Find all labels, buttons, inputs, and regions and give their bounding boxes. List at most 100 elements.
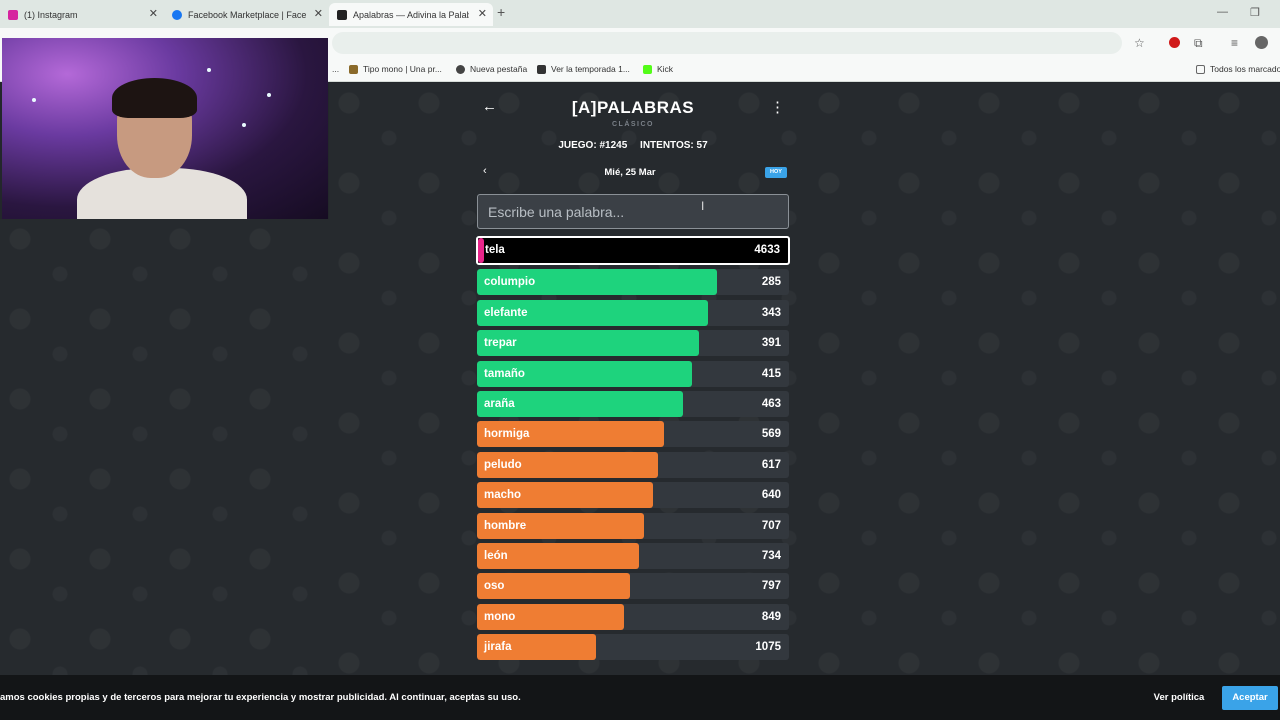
guess-list: tela 4633 columpio 285 elefante 343 trepar 391 t… <box>476 236 790 664</box>
minimize-icon[interactable]: — <box>1217 6 1228 18</box>
text-cursor-icon: I <box>701 199 705 213</box>
game-page <box>329 83 1280 675</box>
kick-icon <box>643 64 652 74</box>
word-input[interactable] <box>477 194 789 229</box>
back-arrow-icon[interactable]: ← <box>482 98 497 115</box>
game-mode: CLÁSICO <box>612 121 654 128</box>
attempts-count: INTENTOS: 57 <box>640 140 708 151</box>
guess-row: macho 640 <box>477 482 789 509</box>
game-date: Mié, 25 Mar <box>604 167 656 178</box>
all-bookmarks[interactable]: Todos los marcadores <box>1196 64 1280 74</box>
webcam-overlay <box>2 38 328 219</box>
more-menu-icon[interactable]: ⋮ <box>770 99 785 116</box>
browser-tabstrip: (1) Instagram ✕ Facebook Marketplace | F… <box>0 0 1280 28</box>
guess-word: macho <box>484 489 522 502</box>
globe-icon <box>456 64 465 74</box>
bookmarks-overflow[interactable]: ... <box>332 64 340 74</box>
proximity-bar <box>477 482 654 509</box>
facebook-icon <box>172 9 182 20</box>
guess-word: columpio <box>484 276 536 289</box>
guess-rank: 4633 <box>754 244 780 256</box>
guess-word: hombre <box>484 519 527 532</box>
guess-word: oso <box>484 580 505 593</box>
today-badge[interactable]: HOY <box>765 167 787 178</box>
tab-instagram[interactable]: (1) Instagram ✕ <box>0 3 164 26</box>
bookmark-ver-temporada[interactable]: Ver la temporada 1... <box>537 64 630 74</box>
guess-rank: 569 <box>761 428 781 441</box>
tab-label: (1) Instagram <box>24 9 78 20</box>
proximity-bar <box>478 238 485 263</box>
bookmark-label: Todos los marcadores <box>1210 64 1280 74</box>
bookmark-kick[interactable]: Kick <box>643 64 673 74</box>
guess-row: león 734 <box>477 542 789 569</box>
guess-row: araña 463 <box>477 390 789 417</box>
guess-rank: 797 <box>761 580 781 593</box>
guess-rank: 849 <box>761 610 781 623</box>
bookmark-label: Kick <box>657 64 674 74</box>
restore-icon[interactable]: ❐ <box>1250 7 1260 19</box>
guess-row: hombre 707 <box>477 512 789 539</box>
media-control-icon[interactable]: ≡ <box>1231 36 1239 50</box>
guess-row: trepar 391 <box>477 330 789 357</box>
game-number: JUEGO: #1245 <box>558 140 628 151</box>
apalabras-icon <box>337 9 347 20</box>
guess-word: tamaño <box>484 367 525 380</box>
bookmark-nueva-pestana[interactable]: Nueva pestaña <box>456 64 527 74</box>
omnibox[interactable] <box>332 32 1122 54</box>
game-info: JUEGO: #1245 INTENTOS: 57 <box>533 140 733 151</box>
cookie-text: amos cookies propias y de terceros para … <box>0 692 521 703</box>
bookmark-tipo-mono[interactable]: Tipo mono | Una pr... <box>349 64 442 74</box>
cookie-banner: amos cookies propias y de terceros para … <box>0 675 1280 720</box>
light-dot <box>207 68 211 72</box>
tab-facebook-marketplace[interactable]: Facebook Marketplace | Facebook ✕ <box>164 3 329 26</box>
proximity-bar <box>477 269 718 296</box>
guess-rank: 415 <box>761 367 781 380</box>
proximity-bar <box>477 634 596 661</box>
light-dot <box>32 98 36 102</box>
guess-rank: 343 <box>761 306 781 319</box>
proximity-bar <box>477 451 658 478</box>
tab-label: Apalabras — Adivina la Palabra <box>353 9 469 20</box>
guess-rank: 391 <box>761 337 781 350</box>
current-guess-row: tela 4633 <box>476 236 790 265</box>
new-tab-button[interactable]: + <box>497 4 506 20</box>
guess-row: mono 849 <box>477 603 789 630</box>
previous-day-icon[interactable]: ‹ <box>483 165 487 177</box>
proximity-bar <box>477 421 665 448</box>
guess-row: elefante 343 <box>477 299 789 326</box>
guess-row: tamaño 415 <box>477 360 789 387</box>
tab-apalabras[interactable]: Apalabras — Adivina la Palabra ✕ <box>329 3 493 26</box>
play-icon <box>537 64 546 74</box>
proximity-bar <box>477 390 683 417</box>
game-title: [A]PALABRAS <box>571 98 695 117</box>
folder-icon <box>1196 64 1205 74</box>
guess-word: peludo <box>484 458 522 471</box>
person-hair <box>112 78 197 118</box>
guess-row: oso 797 <box>477 573 789 600</box>
view-policy-button[interactable]: Ver política <box>1153 692 1205 703</box>
guess-word: tela <box>485 244 505 256</box>
guess-word: hormiga <box>484 428 530 441</box>
bookmark-label: Tipo mono | Una pr... <box>363 64 442 74</box>
close-icon[interactable]: ✕ <box>477 8 487 20</box>
guess-row: jirafa 1075 <box>477 634 789 661</box>
extensions-icon[interactable]: ⧉ <box>1194 36 1203 50</box>
guess-word: trepar <box>484 337 517 350</box>
accept-cookies-button[interactable]: Aceptar <box>1222 686 1278 710</box>
guess-word: elefante <box>484 306 528 319</box>
profile-avatar[interactable] <box>1255 36 1268 49</box>
guess-rank: 707 <box>761 519 781 532</box>
bookmark-label: Ver la temporada 1... <box>551 64 630 74</box>
bookmark-label: Nueva pestaña <box>470 64 528 74</box>
guess-rank: 1075 <box>755 641 781 654</box>
opera-extension-icon[interactable] <box>1169 37 1180 48</box>
close-icon[interactable]: ✕ <box>313 8 323 20</box>
guess-rank: 463 <box>761 397 781 410</box>
proximity-bar <box>477 512 644 539</box>
guess-rank: 617 <box>761 458 781 471</box>
bookmark-icon <box>349 64 358 74</box>
star-icon[interactable]: ☆ <box>1134 36 1145 50</box>
close-icon[interactable]: ✕ <box>148 8 158 20</box>
guess-word: mono <box>484 610 516 623</box>
guess-row: hormiga 569 <box>477 421 789 448</box>
